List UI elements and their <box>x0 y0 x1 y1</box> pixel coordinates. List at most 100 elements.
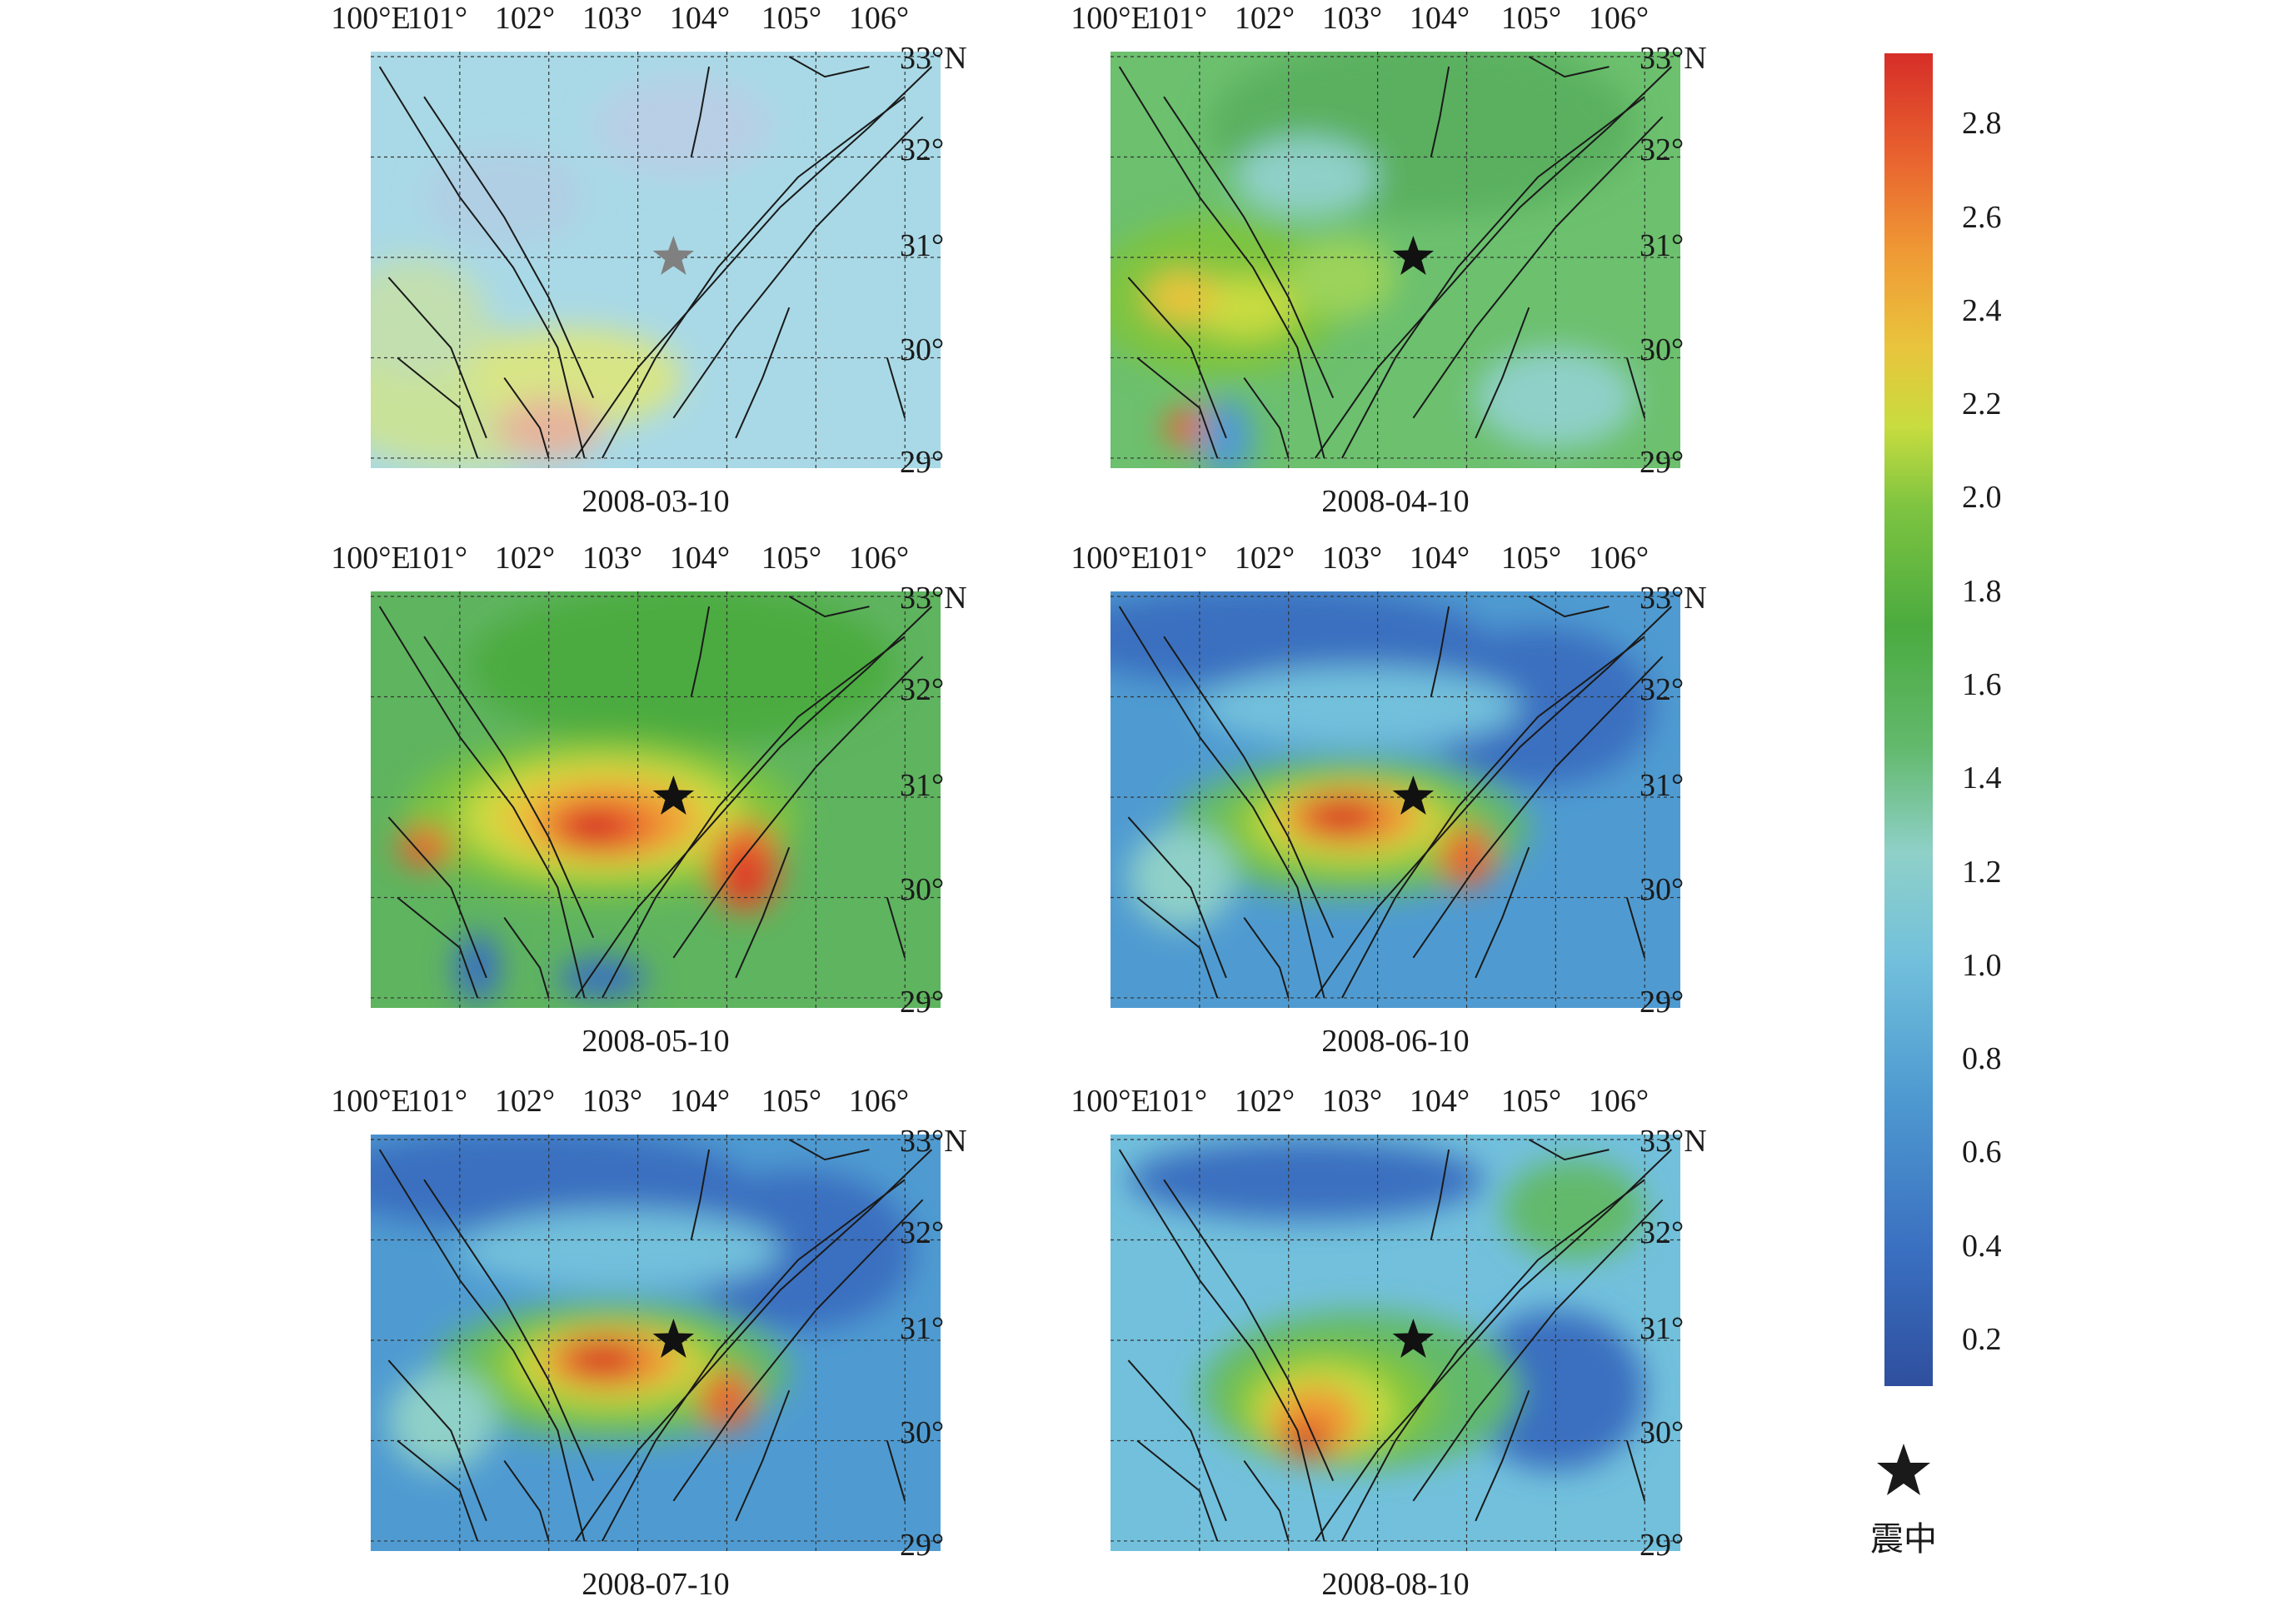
heat-region <box>557 957 647 998</box>
fault-line <box>672 1199 924 1502</box>
latitude-label: 29° <box>900 985 945 1020</box>
longitude-label: 100°E <box>1071 1084 1150 1119</box>
fault-line <box>886 1440 906 1502</box>
longitude-label: 101° <box>407 541 468 576</box>
latitude-label: 31° <box>1640 768 1685 803</box>
fault-line <box>1163 1179 1335 1482</box>
colorbar-tick-label: 2.8 <box>1962 106 2002 142</box>
heat-region <box>1190 277 1298 338</box>
colorbar-tick-label: 1.8 <box>1962 573 2002 609</box>
colorbar-tick-label: 2.6 <box>1962 199 2002 235</box>
fault-line <box>423 636 595 939</box>
colorbar-tick-label: 1.4 <box>1962 761 2002 796</box>
fault-line <box>378 66 586 459</box>
latitude-label: 32° <box>900 132 945 167</box>
heat-region <box>1288 237 1395 318</box>
fault-line <box>1412 116 1664 419</box>
heat-region <box>455 932 500 1003</box>
longitude-label: 105° <box>1500 1 1562 36</box>
heat-region <box>1301 799 1382 835</box>
longitude-label: 105° <box>761 541 822 576</box>
fault-line <box>1163 636 1335 939</box>
fault-line <box>735 846 791 979</box>
colorbar-tick-label: 1.0 <box>1962 947 2002 983</box>
panel-date: 2008-07-10 <box>581 1567 730 1602</box>
longitude-label: 101° <box>1146 1 1208 36</box>
heat-region <box>562 809 625 845</box>
latitude-label: 30° <box>1640 872 1685 907</box>
fault-line <box>378 606 586 999</box>
latitude-labels: 33°N 32° 31° 30° 29° <box>900 0 1016 533</box>
longitude-label: 104° <box>1409 1084 1470 1119</box>
fault-line <box>1341 96 1645 459</box>
epicenter-star-icon <box>1392 236 1435 275</box>
heat-region <box>1422 626 1654 787</box>
fault-line <box>1430 1149 1450 1240</box>
fault-line <box>1412 1199 1664 1502</box>
heat-region <box>562 1342 642 1379</box>
latitude-label: 29° <box>900 1528 945 1563</box>
longitude-label: 104° <box>669 1 731 36</box>
fault-line <box>886 357 906 419</box>
fault-line <box>503 917 550 999</box>
heatmap <box>1111 52 1680 468</box>
longitude-label: 103° <box>581 541 643 576</box>
map-panel: 100°E 101° 102° 103° 104° 105° 106° 33°N 32° 31° 3… <box>1071 540 1789 1073</box>
fault-line <box>735 307 791 439</box>
panel-date: 2008-08-10 <box>1321 1567 1470 1602</box>
fault-line <box>601 1179 906 1542</box>
longitude-label: 102° <box>1234 1084 1295 1119</box>
fault-line <box>1136 896 1219 999</box>
map-panel: 100°E 101° 102° 103° 104° 105° 106° 33°N 32° 31° 3… <box>1071 0 1789 533</box>
longitude-label: 104° <box>1409 541 1470 576</box>
fault-line <box>690 66 711 157</box>
heat-region <box>1146 272 1218 323</box>
longitude-labels: 100°E 101° 102° 103° 104° 105° 106° <box>331 540 1050 578</box>
fault-line <box>672 116 924 419</box>
latitude-label: 33°N <box>900 581 967 616</box>
latitude-label: 31° <box>1640 1311 1685 1346</box>
fault-line <box>1341 636 1645 999</box>
fault-line <box>690 1149 711 1240</box>
fault-line <box>1430 606 1450 697</box>
longitude-label: 104° <box>669 541 731 576</box>
latitude-labels: 33°N 32° 31° 30° 29° <box>1640 1083 1756 1616</box>
heat-region <box>371 1135 745 1230</box>
longitude-label: 106° <box>848 541 910 576</box>
fault-line <box>1314 66 1672 459</box>
fault-line <box>397 357 479 459</box>
fault-line <box>1528 596 1610 618</box>
longitude-label: 105° <box>761 1084 822 1119</box>
colorbar-tick-label: 2.2 <box>1962 387 2002 422</box>
longitude-label: 102° <box>1234 541 1295 576</box>
longitude-labels: 100°E 101° 102° 103° 104° 105° 106° <box>331 1083 1050 1121</box>
longitude-label: 106° <box>1588 1084 1650 1119</box>
fault-line <box>1625 1440 1646 1502</box>
longitude-label: 106° <box>1588 1 1650 36</box>
longitude-label: 102° <box>494 1084 556 1119</box>
fault-line <box>1475 307 1530 439</box>
longitude-label: 100°E <box>1071 1 1150 36</box>
fault-line <box>788 1139 870 1161</box>
latitude-label: 31° <box>900 228 945 263</box>
latitude-label: 29° <box>900 445 945 480</box>
fault-line <box>423 1179 595 1482</box>
longitude-label: 105° <box>1500 541 1562 576</box>
longitude-label: 100°E <box>331 541 411 576</box>
heat-region <box>1502 1160 1645 1260</box>
fault-line <box>690 606 711 697</box>
fault-line <box>503 1460 550 1542</box>
longitude-labels: 100°E 101° 102° 103° 104° 105° 106° <box>1071 1083 1789 1121</box>
longitude-labels: 100°E 101° 102° 103° 104° 105° 106° <box>1071 540 1789 578</box>
colorbar-tick-label: 2.0 <box>1962 480 2002 516</box>
heat-region <box>700 1370 754 1431</box>
longitude-label: 104° <box>1409 1 1470 36</box>
fault-line <box>423 96 595 399</box>
fault-line <box>1118 606 1325 999</box>
longitude-label: 103° <box>581 1 643 36</box>
heat-region <box>1475 347 1636 448</box>
fault-line <box>1625 357 1646 419</box>
latitude-label: 31° <box>1640 228 1685 263</box>
latitude-label: 32° <box>1640 1215 1685 1250</box>
epicenter-star-icon <box>652 1319 695 1358</box>
